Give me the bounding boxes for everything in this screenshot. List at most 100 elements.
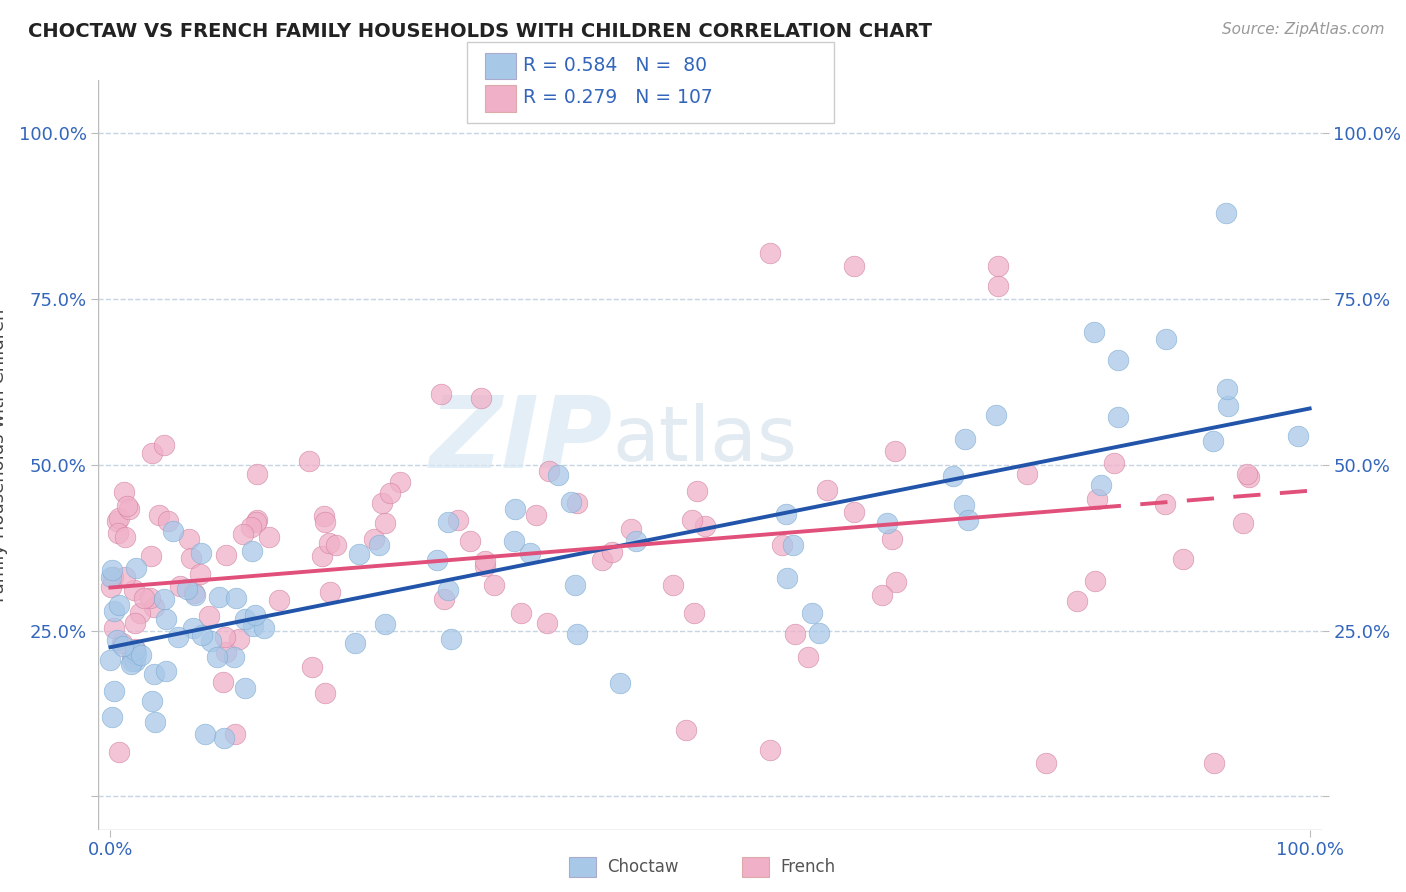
French bbox=[301, 659, 323, 673]
French bbox=[188, 566, 211, 581]
French bbox=[325, 538, 347, 552]
Choctaw bbox=[101, 563, 124, 577]
French bbox=[1154, 497, 1177, 511]
Choctaw bbox=[191, 628, 214, 642]
Text: ZIP: ZIP bbox=[429, 392, 612, 489]
Choctaw bbox=[100, 653, 122, 667]
French bbox=[107, 525, 129, 540]
French bbox=[143, 599, 166, 614]
French bbox=[1015, 467, 1038, 482]
Choctaw bbox=[131, 648, 153, 662]
Choctaw bbox=[108, 598, 131, 612]
Choctaw bbox=[565, 627, 588, 641]
French bbox=[215, 645, 238, 659]
French bbox=[121, 649, 143, 664]
French bbox=[214, 631, 236, 645]
French bbox=[371, 496, 394, 510]
Choctaw bbox=[167, 630, 190, 644]
Choctaw bbox=[103, 604, 125, 618]
French bbox=[987, 259, 1010, 273]
French bbox=[139, 591, 162, 605]
Choctaw bbox=[233, 612, 256, 626]
French bbox=[536, 616, 558, 631]
French bbox=[759, 245, 782, 260]
French bbox=[1237, 470, 1260, 484]
Choctaw bbox=[503, 501, 526, 516]
Choctaw bbox=[105, 633, 128, 648]
Choctaw bbox=[437, 582, 460, 597]
French bbox=[1236, 467, 1258, 482]
Choctaw bbox=[233, 681, 256, 696]
French bbox=[662, 578, 685, 592]
Choctaw bbox=[440, 632, 463, 646]
Choctaw bbox=[240, 543, 263, 558]
French bbox=[257, 530, 280, 544]
French bbox=[105, 514, 128, 528]
Choctaw bbox=[775, 507, 797, 521]
Choctaw bbox=[344, 635, 367, 649]
French bbox=[675, 723, 697, 737]
Text: atlas: atlas bbox=[612, 403, 797, 477]
Choctaw bbox=[124, 647, 146, 661]
French bbox=[526, 508, 548, 523]
Choctaw bbox=[986, 408, 1008, 422]
French bbox=[1035, 756, 1057, 771]
French bbox=[470, 391, 492, 405]
Choctaw bbox=[808, 625, 831, 640]
Text: R = 0.584   N =  80: R = 0.584 N = 80 bbox=[523, 55, 707, 75]
French bbox=[239, 520, 262, 534]
French bbox=[318, 584, 340, 599]
French bbox=[211, 674, 233, 689]
Text: Source: ZipAtlas.com: Source: ZipAtlas.com bbox=[1222, 22, 1385, 37]
French bbox=[374, 516, 396, 530]
Choctaw bbox=[162, 524, 184, 538]
French bbox=[198, 609, 221, 624]
French bbox=[430, 386, 453, 401]
French bbox=[987, 278, 1010, 293]
Choctaw bbox=[1107, 352, 1129, 367]
French bbox=[122, 582, 145, 597]
French bbox=[108, 746, 131, 760]
Choctaw bbox=[243, 607, 266, 622]
Text: French: French bbox=[780, 858, 835, 876]
Text: Choctaw: Choctaw bbox=[607, 858, 679, 876]
Choctaw bbox=[942, 468, 965, 483]
Choctaw bbox=[1154, 332, 1177, 346]
French bbox=[107, 510, 129, 524]
French bbox=[169, 579, 191, 593]
French bbox=[112, 485, 135, 500]
Choctaw bbox=[141, 694, 163, 708]
French bbox=[139, 549, 162, 563]
French bbox=[228, 632, 250, 646]
French bbox=[215, 548, 238, 562]
French bbox=[378, 485, 401, 500]
Choctaw bbox=[205, 650, 228, 665]
Choctaw bbox=[502, 533, 524, 548]
Choctaw bbox=[952, 499, 974, 513]
French bbox=[111, 636, 134, 650]
French bbox=[224, 726, 246, 740]
French bbox=[1102, 457, 1125, 471]
Choctaw bbox=[519, 546, 541, 560]
French bbox=[537, 464, 560, 478]
French bbox=[565, 496, 588, 510]
French bbox=[124, 615, 146, 630]
French bbox=[177, 532, 200, 546]
French bbox=[318, 536, 340, 550]
Choctaw bbox=[1216, 382, 1239, 396]
Choctaw bbox=[956, 513, 979, 527]
French bbox=[245, 515, 267, 529]
French bbox=[482, 578, 505, 592]
French bbox=[232, 526, 254, 541]
French bbox=[101, 570, 124, 584]
Text: R = 0.279   N = 107: R = 0.279 N = 107 bbox=[523, 87, 713, 107]
French bbox=[141, 446, 163, 460]
Choctaw bbox=[101, 710, 124, 724]
Choctaw bbox=[347, 547, 370, 561]
Choctaw bbox=[252, 621, 274, 635]
French bbox=[458, 534, 481, 549]
French bbox=[844, 505, 866, 519]
Choctaw bbox=[1216, 399, 1239, 413]
French bbox=[246, 467, 269, 481]
French bbox=[314, 515, 336, 529]
